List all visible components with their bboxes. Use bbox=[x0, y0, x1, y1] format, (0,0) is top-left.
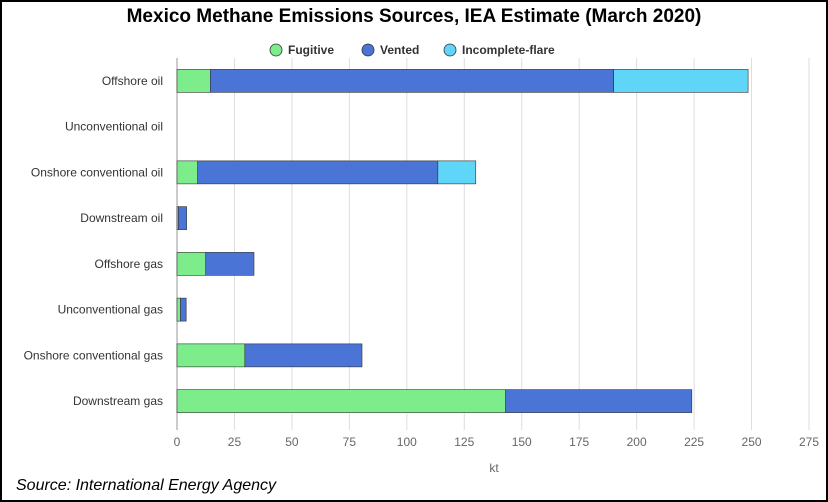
bars-group bbox=[176, 69, 749, 413]
bar-segment bbox=[505, 389, 693, 413]
x-tick-label: 225 bbox=[684, 435, 704, 449]
x-tick-label: 50 bbox=[285, 435, 299, 449]
bar-segment bbox=[176, 389, 506, 413]
legend-marker bbox=[269, 43, 283, 57]
x-tick-labels: 0 25 50 75 100 125 150 175 200 225 250 275 bbox=[174, 435, 820, 449]
x-tick-label: 25 bbox=[228, 435, 242, 449]
category-label: Offshore oil bbox=[102, 74, 163, 88]
x-tick-label: 175 bbox=[569, 435, 589, 449]
bar-segment bbox=[180, 297, 187, 322]
category-label: Onshore conventional gas bbox=[24, 348, 163, 362]
legend-label: Fugitive bbox=[288, 43, 334, 57]
bar-segment bbox=[178, 206, 187, 230]
bar-segment bbox=[437, 160, 477, 185]
legend-label: Incomplete-flare bbox=[462, 43, 555, 57]
category-label: Onshore conventional oil bbox=[31, 165, 163, 179]
category-label: Unconventional gas bbox=[58, 303, 163, 317]
bar-segment bbox=[176, 252, 207, 276]
legend: Fugitive Vented Incomplete-flare bbox=[269, 43, 555, 57]
chart-title: Mexico Methane Emissions Sources, IEA Es… bbox=[126, 6, 702, 27]
x-tick-label: 125 bbox=[454, 435, 474, 449]
bar-segment bbox=[613, 69, 749, 93]
x-tick-label: 150 bbox=[512, 435, 532, 449]
bar-segment bbox=[210, 69, 614, 93]
bar-segment bbox=[176, 160, 198, 185]
bar-segment bbox=[176, 297, 181, 322]
bar-segment bbox=[197, 160, 439, 185]
legend-marker bbox=[361, 43, 375, 57]
x-tick-label: 75 bbox=[343, 435, 357, 449]
x-tick-label: 0 bbox=[174, 435, 181, 449]
x-axis-label: kt bbox=[489, 461, 499, 475]
bar-segment bbox=[244, 343, 363, 368]
bar-segment bbox=[176, 343, 246, 368]
category-label: Downstream gas bbox=[73, 394, 163, 408]
x-tick-label: 275 bbox=[799, 435, 819, 449]
category-label: Downstream oil bbox=[80, 211, 163, 225]
source-note: Source: International Energy Agency bbox=[16, 477, 277, 494]
x-tick-label: 100 bbox=[397, 435, 417, 449]
x-tick-label: 200 bbox=[627, 435, 647, 449]
x-tick-label: 250 bbox=[742, 435, 762, 449]
legend-label: Vented bbox=[380, 43, 419, 57]
legend-marker bbox=[443, 43, 457, 57]
category-labels: Offshore oil Unconventional oil Onshore co… bbox=[24, 74, 163, 408]
category-label: Offshore gas bbox=[95, 257, 163, 271]
bar-segment bbox=[176, 69, 211, 93]
category-label: Unconventional oil bbox=[65, 120, 163, 134]
bar-segment bbox=[205, 252, 255, 276]
gridlines bbox=[176, 58, 810, 430]
